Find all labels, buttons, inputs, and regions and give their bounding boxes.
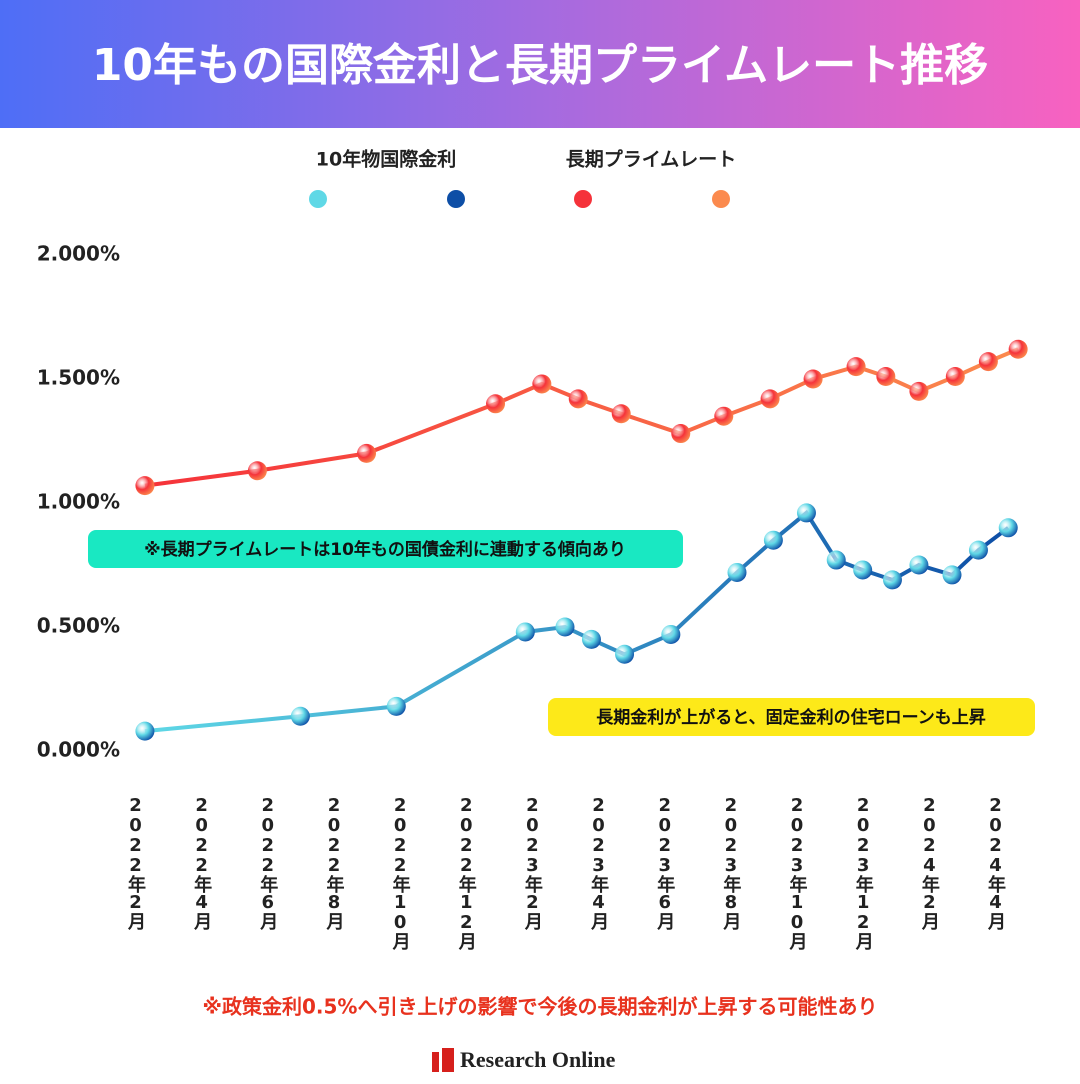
data-point bbox=[290, 706, 310, 726]
x-tick-label: 2024年2月 bbox=[919, 795, 941, 931]
data-point bbox=[386, 696, 406, 716]
y-tick-label: 1.500% bbox=[37, 366, 120, 390]
y-tick-label: 1.000% bbox=[37, 490, 120, 514]
y-tick-label: 0.500% bbox=[37, 614, 120, 638]
data-point bbox=[581, 629, 601, 649]
x-tick-label: 2023年10月 bbox=[787, 795, 809, 951]
data-point bbox=[532, 374, 552, 394]
data-point bbox=[555, 617, 575, 637]
data-point bbox=[615, 644, 635, 664]
annotation-box bbox=[548, 698, 1035, 736]
data-point bbox=[942, 565, 962, 585]
data-point bbox=[714, 406, 734, 426]
data-point bbox=[568, 389, 588, 409]
x-tick-label: 2024年4月 bbox=[985, 795, 1007, 931]
data-point bbox=[611, 404, 631, 424]
source: Research Online bbox=[460, 1047, 616, 1072]
annotation: 長期金利が上がると、固定金利の住宅ローンも上昇 bbox=[596, 707, 985, 728]
data-point bbox=[882, 570, 902, 590]
x-tick-label: 2023年2月 bbox=[522, 795, 544, 931]
annotation-box bbox=[88, 530, 683, 568]
legend-label: 長期プライムレート bbox=[566, 148, 737, 171]
data-point bbox=[357, 443, 377, 463]
data-point bbox=[727, 562, 747, 582]
data-point bbox=[661, 624, 681, 644]
x-tick-label: 2023年4月 bbox=[588, 795, 610, 931]
y-tick-label: 2.000% bbox=[37, 242, 120, 266]
logo bbox=[442, 1048, 454, 1072]
footnote: ※政策金利0.5%へ引き上げの影響で今後の長期金利が上昇する可能性あり bbox=[203, 995, 878, 1019]
data-point bbox=[909, 381, 929, 401]
x-tick-label: 2022年12月 bbox=[456, 795, 478, 951]
data-point bbox=[998, 518, 1018, 538]
x-tick-label: 2022年2月 bbox=[125, 795, 147, 931]
legend-marker bbox=[712, 190, 730, 208]
data-point bbox=[945, 367, 965, 387]
data-point bbox=[846, 357, 866, 377]
y-tick-label: 0.000% bbox=[37, 738, 120, 762]
legend-marker bbox=[447, 190, 465, 208]
legend-label: 10年物国際金利 bbox=[316, 148, 456, 171]
chart-title: 10年もの国際金利と長期プライムレート推移 bbox=[92, 40, 988, 91]
data-point bbox=[671, 424, 691, 444]
x-tick-label: 2022年4月 bbox=[191, 795, 213, 931]
legend-marker bbox=[309, 190, 327, 208]
data-point bbox=[515, 622, 535, 642]
data-point bbox=[876, 367, 896, 387]
annotation: ※長期プライムレートは10年もの国債金利に連動する傾向あり bbox=[144, 539, 626, 560]
data-point bbox=[763, 530, 783, 550]
data-point bbox=[486, 394, 506, 414]
data-point bbox=[796, 503, 816, 523]
data-point bbox=[760, 389, 780, 409]
data-point bbox=[803, 369, 823, 389]
data-point bbox=[978, 352, 998, 372]
x-tick-label: 2023年12月 bbox=[853, 795, 875, 951]
data-point bbox=[135, 476, 155, 496]
data-point bbox=[826, 550, 846, 570]
title-banner bbox=[0, 0, 1080, 128]
x-tick-label: 2022年8月 bbox=[323, 795, 345, 931]
data-point bbox=[853, 560, 873, 580]
x-tick-label: 2023年8月 bbox=[720, 795, 742, 931]
legend-marker bbox=[574, 190, 592, 208]
data-point bbox=[968, 540, 988, 560]
logo bbox=[432, 1052, 439, 1072]
data-point bbox=[909, 555, 929, 575]
data-point bbox=[247, 461, 267, 481]
x-tick-label: 2022年10月 bbox=[390, 795, 412, 951]
data-point bbox=[135, 721, 155, 741]
x-tick-label: 2022年6月 bbox=[257, 795, 279, 931]
data-point bbox=[1008, 339, 1028, 359]
x-tick-label: 2023年6月 bbox=[654, 795, 676, 931]
